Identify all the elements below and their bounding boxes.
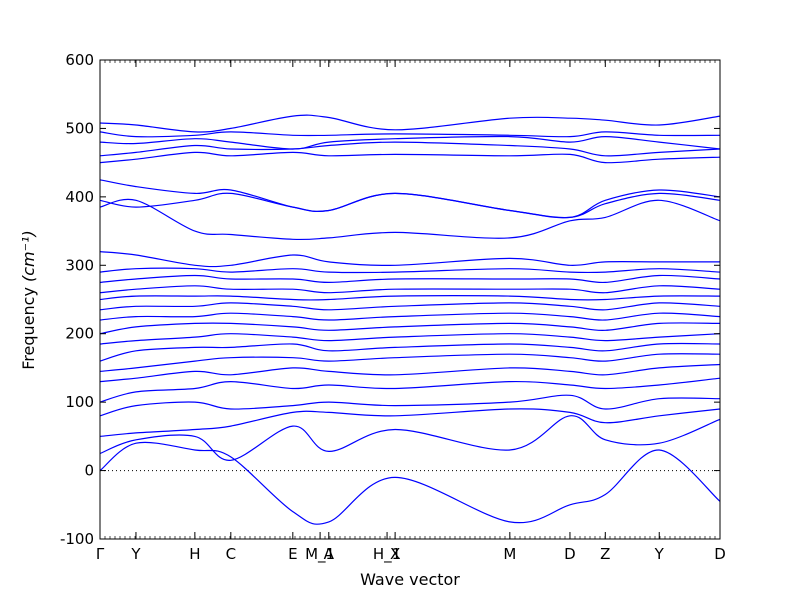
x-tick-label: X	[390, 545, 400, 563]
y-tick-label: 600	[65, 51, 94, 69]
band-line-20	[99, 179, 721, 219]
y-tick-label: 400	[65, 188, 94, 206]
y-tick-label: 200	[65, 325, 94, 343]
band-line-16	[99, 267, 721, 274]
band-line-14	[99, 285, 721, 294]
band-line-9	[99, 333, 721, 345]
x-tick-label: C	[226, 545, 236, 563]
band-line-5	[99, 377, 721, 403]
x-axis-label: Wave vector	[360, 570, 460, 589]
band-line-8	[99, 342, 721, 362]
y-tick-label: 100	[65, 393, 94, 411]
x-tick-label: D	[564, 545, 576, 563]
band-line-11	[99, 312, 721, 321]
band-line-4	[99, 394, 721, 417]
band-line-3	[99, 408, 721, 437]
band-line-23	[99, 135, 721, 150]
x-tick-label: H	[189, 545, 200, 563]
band-line-17	[99, 251, 720, 268]
band-line-6	[99, 363, 721, 383]
x-tick-label: Y	[130, 545, 141, 563]
band-line-18	[99, 198, 721, 241]
y-tick-label: 0	[84, 462, 94, 480]
y-axis-label: Frequency (cm⁻¹)	[19, 230, 38, 369]
band-line-24	[99, 131, 721, 138]
x-tick-label: M	[503, 545, 516, 563]
y-axis-label-unit: (cm⁻¹)	[19, 230, 38, 282]
y-tick-label: 500	[65, 119, 94, 137]
x-tick-label: A	[324, 545, 335, 563]
labels-layer: -100 0 100 200 300 400 500 600 Γ Y H C E M_1A H_1X M D Z Y…	[60, 51, 726, 564]
plot-background	[100, 60, 720, 539]
x-tick-label: D	[714, 545, 726, 563]
band-line-1	[99, 441, 721, 525]
series-layer	[99, 114, 721, 525]
x-tick-label: Z	[600, 545, 610, 563]
x-tick-label: H_1	[373, 545, 401, 564]
band-line-12	[99, 302, 721, 311]
plot-frame	[99, 59, 721, 540]
x-tick-label: M_1	[305, 545, 335, 564]
band-line-21	[99, 151, 721, 164]
x-tick-label: Y	[654, 545, 665, 563]
y-tick-label: -100	[60, 530, 94, 548]
x-tick-label: E	[288, 545, 297, 563]
band-line-22	[99, 141, 721, 157]
band-line-10	[99, 322, 721, 335]
band-line-7	[99, 353, 721, 372]
band-line-13	[99, 295, 721, 301]
x-tick-label: Γ	[96, 545, 105, 563]
y-axis-label-text: Frequency	[19, 287, 38, 370]
band-line-2	[99, 415, 721, 461]
y-tick-label: 300	[65, 256, 94, 274]
band-line-25	[99, 114, 721, 133]
band-line-15	[99, 274, 721, 284]
